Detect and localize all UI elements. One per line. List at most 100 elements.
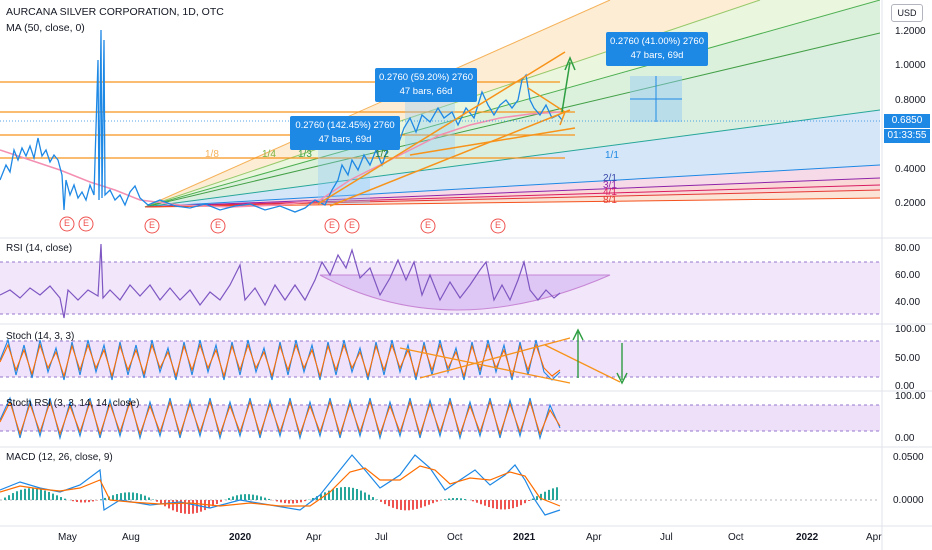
earnings-marker[interactable]: E — [83, 218, 90, 228]
earnings-markers — [59, 216, 506, 234]
time-tick: Jul — [660, 532, 673, 543]
stochrsi-tick: 0.00 — [895, 433, 915, 444]
price-line — [0, 29, 563, 213]
macd-hist-bar — [500, 500, 502, 510]
macd-hist-bar — [284, 500, 286, 504]
measure-label-3-line2: 47 bars, 69d — [630, 50, 684, 61]
macd-hist-bar — [44, 490, 46, 500]
macd-hist-bar — [428, 500, 430, 505]
rsi-label[interactable]: RSI (14, close) — [6, 243, 73, 254]
macd-hist-bar — [516, 500, 518, 507]
earnings-marker[interactable]: E — [495, 220, 502, 230]
fan-label: 2/1 — [603, 173, 617, 184]
macd-hist-bar — [100, 499, 102, 500]
macd-hist-bar — [532, 498, 534, 500]
earnings-marker[interactable]: E — [215, 220, 222, 230]
rsi-line — [0, 243, 561, 319]
measure-rect-1 — [318, 142, 370, 204]
macd-hist-bar — [360, 490, 362, 500]
time-tick: Apr — [586, 532, 602, 543]
main-pane — [0, 0, 880, 234]
macd-hist-bar — [248, 494, 250, 500]
macd-hist-bar — [16, 491, 18, 500]
macd-hist-bar — [312, 497, 314, 500]
stochrsi-label[interactable]: Stoch RSI (3, 3, 14, 14, close) — [6, 398, 140, 409]
macd-pane — [0, 454, 880, 516]
macd-hist-bar — [464, 499, 466, 500]
macd-hist-bar — [364, 492, 366, 500]
macd-hist-bar — [444, 499, 446, 500]
macd-tick: 0.0000 — [893, 495, 924, 506]
macd-hist-bar — [492, 500, 494, 509]
macd-hist-bar — [424, 500, 426, 507]
stoch-tick: 50.00 — [895, 353, 921, 364]
macd-hist-bar — [264, 497, 266, 500]
macd-hist-bar — [120, 493, 122, 500]
macd-hist-bar — [116, 494, 118, 500]
macd-hist-bar — [320, 494, 322, 500]
stoch-label[interactable]: Stoch (14, 3, 3) — [6, 331, 75, 342]
macd-hist-bar — [240, 494, 242, 500]
macd-hist-bar — [232, 496, 234, 500]
macd-hist-bar — [392, 500, 394, 508]
macd-hist-bar — [4, 497, 6, 500]
macd-hist-bar — [84, 500, 86, 503]
time-tick: 2020 — [229, 532, 252, 543]
earnings-marker[interactable]: E — [64, 218, 71, 228]
macd-hist-bar — [292, 500, 294, 504]
macd-hist-bar — [8, 495, 10, 500]
macd-hist-bar — [544, 491, 546, 500]
earnings-marker[interactable]: E — [149, 220, 156, 230]
macd-hist-bar — [316, 496, 318, 500]
macd-hist-bar — [252, 494, 254, 500]
stoch-tick: 100.00 — [895, 324, 926, 335]
measure-label-2[interactable]: 0.2760 (59.20%) 2760 47 bars, 66d — [375, 68, 477, 102]
macd-hist-bar — [372, 497, 374, 500]
macd-hist-bar — [220, 500, 222, 502]
fan-label: 1/3 — [298, 149, 312, 160]
fan-label: 1/1 — [605, 150, 619, 161]
measure-label-3[interactable]: 0.2760 (41.00%) 2760 47 bars, 69d — [606, 32, 708, 66]
macd-hist-bar — [400, 500, 402, 510]
macd-hist-bar — [128, 492, 130, 500]
fan-label: 4/1 — [603, 187, 617, 198]
currency-button[interactable]: USD — [891, 4, 923, 22]
measure-label-1-line1: 0.2760 (142.45%) 2760 — [295, 120, 395, 131]
macd-hist-bar — [336, 488, 338, 500]
macd-hist-bar — [36, 488, 38, 500]
macd-hist-bar — [460, 498, 462, 500]
time-tick: Oct — [728, 532, 744, 543]
measure-label-3-line1: 0.2760 (41.00%) 2760 — [609, 36, 705, 47]
time-tick: Aug — [122, 532, 140, 543]
macd-hist-bar — [172, 500, 174, 511]
macd-hist-bar — [260, 496, 262, 500]
macd-hist-bar — [556, 487, 558, 500]
earnings-marker[interactable]: E — [349, 220, 356, 230]
time-tick: Jul — [375, 532, 388, 543]
macd-hist-bar — [144, 495, 146, 500]
macd-hist-bar — [420, 500, 422, 508]
macd-hist-bar — [24, 488, 26, 500]
macd-hist-bar — [56, 495, 58, 500]
macd-hist-bar — [48, 491, 50, 500]
rsi-tick: 80.00 — [895, 243, 921, 254]
macd-hist-bar — [244, 494, 246, 500]
macd-hist-bar — [40, 489, 42, 500]
macd-hist-bar — [300, 500, 302, 503]
macd-hist-bar — [140, 494, 142, 500]
macd-label[interactable]: MACD (12, 26, close, 9) — [6, 452, 113, 463]
earnings-marker[interactable]: E — [329, 220, 336, 230]
macd-hist-bar — [28, 488, 30, 500]
rsi-tick: 40.00 — [895, 297, 921, 308]
price-tick: 0.4000 — [895, 164, 926, 175]
macd-hist-bar — [288, 500, 290, 504]
earnings-marker[interactable]: E — [425, 220, 432, 230]
macd-hist-bar — [192, 500, 194, 514]
measure-label-1[interactable]: 0.2760 (142.45%) 2760 47 bars, 69d — [290, 116, 400, 150]
macd-hist-bar — [368, 494, 370, 500]
macd-hist-bar — [512, 500, 514, 509]
macd-hist-bar — [520, 500, 522, 506]
ma-indicator-label[interactable]: MA (50, close, 0) — [6, 22, 85, 34]
macd-hist-bar — [88, 500, 90, 503]
macd-hist-bar — [436, 500, 438, 502]
